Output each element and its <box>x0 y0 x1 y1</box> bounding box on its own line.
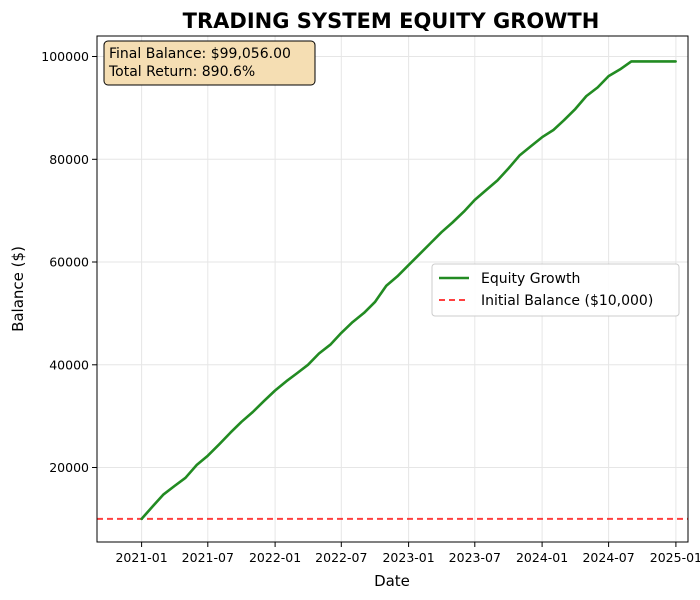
y-tick-label: 40000 <box>49 357 89 372</box>
x-tick-label: 2021-01 <box>115 550 167 565</box>
annotation-total-return: Total Return: 890.6% <box>108 64 255 80</box>
x-tick-label: 2021-07 <box>182 550 234 565</box>
y-axis-label: Balance ($) <box>9 246 27 332</box>
x-tick-label: 2025-01 <box>650 550 700 565</box>
x-tick-label: 2024-07 <box>582 550 634 565</box>
x-tick-label: 2024-01 <box>516 550 568 565</box>
x-tick-label: 2022-07 <box>315 550 367 565</box>
legend: Equity Growth Initial Balance ($10,000) <box>431 263 680 317</box>
chart-title: TRADING SYSTEM EQUITY GROWTH <box>183 9 600 33</box>
x-axis-label: Date <box>374 572 410 590</box>
x-tick-label: 2022-01 <box>249 550 301 565</box>
legend-label-initial: Initial Balance ($10,000) <box>481 293 653 309</box>
annotation-final-balance: Final Balance: $99,056.00 <box>109 46 291 62</box>
plot-frame <box>96 35 689 543</box>
x-tick-label: 2023-07 <box>449 550 501 565</box>
annotation-box: Final Balance: $99,056.00 Total Return: … <box>103 40 316 86</box>
legend-label-equity: Equity Growth <box>481 271 580 287</box>
legend-box <box>431 263 680 317</box>
plot-area <box>97 60 688 521</box>
equity-growth-line <box>140 60 677 521</box>
x-tick-label: 2023-01 <box>382 550 434 565</box>
y-tick-label: 60000 <box>49 255 89 270</box>
y-tick-label: 80000 <box>49 152 89 167</box>
y-tick-label: 20000 <box>49 460 89 475</box>
y-tick-label: 100000 <box>41 49 89 64</box>
axis-ticks: 2021-01 2021-07 2022-01 2022-07 2023-01 2023-… <box>41 49 700 565</box>
